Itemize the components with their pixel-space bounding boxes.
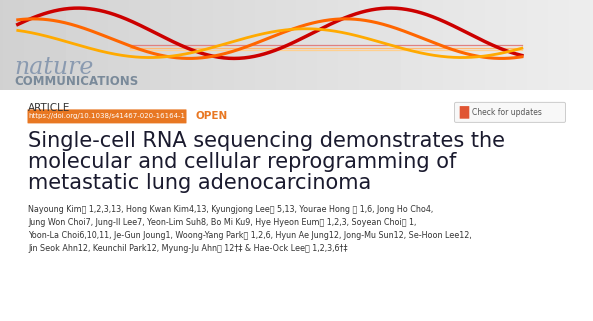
- Text: molecular and cellular reprogramming of: molecular and cellular reprogramming of: [28, 152, 457, 172]
- Text: Nayoung Kimⓘ 1,2,3,13, Hong Kwan Kim4,13, Kyungjong Leeⓘ 5,13, Yourae Hong ⓘ 1,6: Nayoung Kimⓘ 1,2,3,13, Hong Kwan Kim4,13…: [28, 205, 433, 214]
- Text: Jung Won Choi7, Jung-Il Lee7, Yeon-Lim Suh8, Bo Mi Ku9, Hye Hyeon Eumⓘ 1,2,3, So: Jung Won Choi7, Jung-Il Lee7, Yeon-Lim S…: [28, 218, 416, 227]
- Text: Check for updates: Check for updates: [472, 108, 542, 117]
- Text: metastatic lung adenocarcinoma: metastatic lung adenocarcinoma: [28, 173, 371, 193]
- FancyBboxPatch shape: [27, 109, 187, 123]
- Text: Yoon-La Choi6,10,11, Je-Gun Joung1, Woong-Yang Parkⓘ 1,2,6, Hyun Ae Jung12, Jong: Yoon-La Choi6,10,11, Je-Gun Joung1, Woon…: [28, 231, 472, 240]
- Text: nature: nature: [15, 56, 94, 79]
- Text: Jin Seok Ahn12, Keunchil Park12, Myung-Ju Ahnⓘ 12†‡ & Hae-Ock Leeⓘ 1,2,3,6†‡: Jin Seok Ahn12, Keunchil Park12, Myung-J…: [28, 244, 347, 253]
- FancyBboxPatch shape: [454, 102, 566, 122]
- Text: https://doi.org/10.1038/s41467-020-16164-1: https://doi.org/10.1038/s41467-020-16164…: [28, 113, 186, 119]
- Text: COMMUNICATIONS: COMMUNICATIONS: [15, 74, 139, 88]
- Text: OPEN: OPEN: [195, 111, 227, 121]
- Text: ARTICLE: ARTICLE: [28, 103, 71, 113]
- Text: Single-cell RNA sequencing demonstrates the: Single-cell RNA sequencing demonstrates …: [28, 131, 505, 151]
- FancyBboxPatch shape: [460, 106, 469, 119]
